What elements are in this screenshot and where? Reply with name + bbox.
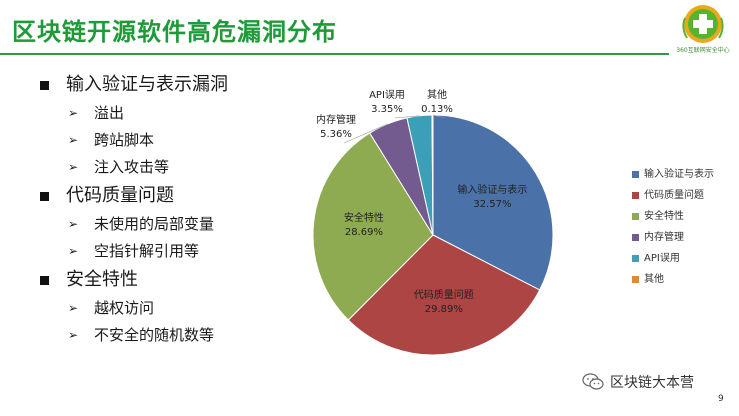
legend-swatch [632,234,639,241]
legend-label: 其他 [644,274,664,285]
bullet-label: 代码质量问题 [66,185,174,206]
arrow-bullet-icon: ➢ [68,244,79,258]
sub-bullet-item: ➢ 注入攻击等 [40,154,228,181]
pie-slice [312,132,434,321]
cross-logo-icon: 360互联网安全中心 [676,5,730,54]
slice-label: API误用 [369,89,405,101]
sub-bullet-item: ➢ 空指针解引用等 [40,238,228,265]
arrow-bullet-icon: ➢ [68,133,79,147]
bullet-item: 代码质量问题 [40,181,228,211]
legend-swatch [632,255,639,262]
page-number: 9 [718,394,724,404]
footer-brand: 区块链大本营 [582,372,694,392]
legend-label: 输入验证与表示 [644,169,714,180]
bullet-label: 安全特性 [66,269,138,290]
sub-bullet-label: 越权访问 [94,299,155,317]
bullet-list: 输入验证与表示漏洞 ➢ 溢出 ➢ 跨站脚本 ➢ 注入攻击等 代码质量问题 ➢ 未使用的局… [40,70,228,349]
slice-value-label: 32.57% [473,199,511,210]
legend-item: 代码质量问题 [632,185,714,206]
sub-bullet-item: ➢ 溢出 [40,100,228,127]
pie-chart: 输入验证与表示 32.57% 代码质量问题 29.89% 安全特性 28.69% 内存管理 5… [312,88,554,356]
slice-value-label: 28.69% [345,227,383,238]
bullet-label: 输入验证与表示漏洞 [66,74,228,95]
slide-title: 区块链开源软件高危漏洞分布 [12,18,337,46]
legend-swatch [632,213,639,220]
leader-line [432,114,446,119]
sub-bullet-item: ➢ 未使用的局部变量 [40,211,228,238]
arrow-bullet-icon: ➢ [68,160,79,174]
legend-swatch [632,276,639,283]
arrow-bullet-icon: ➢ [68,217,79,231]
pie-slice [432,114,554,291]
legend-item: 安全特性 [632,206,714,227]
legend-label: 代码质量问题 [644,190,704,201]
sub-bullet-item: ➢ 越权访问 [40,295,228,322]
slice-value-label: 5.36% [320,129,352,140]
logo-text: 360互联网安全中心 [676,46,729,54]
legend-label: 内存管理 [644,232,684,243]
sub-bullet-item: ➢ 不安全的随机数等 [40,322,228,349]
sub-bullet-label: 未使用的局部变量 [94,215,215,233]
arrow-bullet-icon: ➢ [68,106,79,120]
slice-label: 内存管理 [316,113,356,126]
slice-value-label: 0.13% [421,104,453,115]
square-bullet-icon [40,81,49,90]
legend-label: 安全特性 [644,211,684,222]
sub-bullet-label: 溢出 [94,104,125,122]
legend-item: 内存管理 [632,227,714,248]
slice-label: 其他 [427,88,447,101]
arrow-bullet-icon: ➢ [68,328,79,342]
wechat-icon [582,373,604,390]
chart-legend: 输入验证与表示 代码质量问题 安全特性内存管理 API误用其他 [632,164,714,290]
legend-item: 输入验证与表示 [632,164,714,185]
slice-value-label: 3.35% [371,104,403,115]
sub-bullet-item: ➢ 跨站脚本 [40,127,228,154]
legend-item: API误用 [632,248,714,269]
slice-label: 代码质量问题 [414,288,474,301]
legend-item: 其他 [632,269,714,290]
legend-swatch [632,192,639,199]
sub-bullet-label: 不安全的随机数等 [94,326,215,344]
square-bullet-icon [40,192,49,201]
bullet-item: 安全特性 [40,265,228,295]
slice-value-label: 29.89% [425,304,463,315]
arrow-bullet-icon: ➢ [68,301,79,315]
slice-label: 输入验证与表示 [457,183,527,196]
slice-label: 安全特性 [344,211,384,224]
bullet-item: 输入验证与表示漏洞 [40,70,228,100]
legend-swatch [632,171,639,178]
legend-label: API误用 [644,253,680,264]
sub-bullet-label: 空指针解引用等 [94,242,200,260]
title-divider [0,53,669,55]
pie-slice [347,234,541,356]
leader-line [394,115,420,119]
leader-line [343,123,388,144]
square-bullet-icon [40,276,49,285]
sub-bullet-label: 注入攻击等 [94,158,170,176]
sub-bullet-label: 跨站脚本 [94,131,155,149]
footer-brand-text: 区块链大本营 [610,375,694,391]
